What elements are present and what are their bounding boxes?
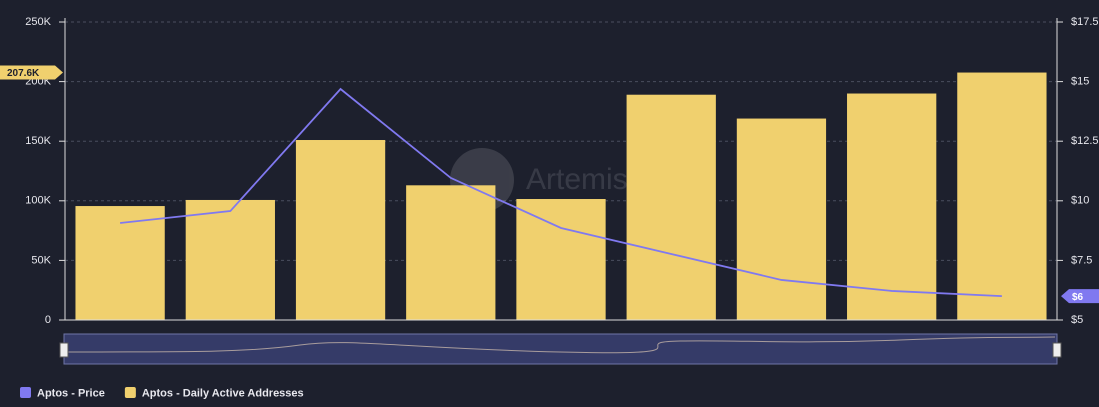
y2-tick-label: $10	[1071, 195, 1089, 207]
y2-tick-label: $15	[1071, 76, 1089, 88]
bar	[75, 206, 165, 320]
price-line	[120, 87, 1002, 298]
navigator-handle[interactable]	[59, 342, 69, 358]
range-navigator[interactable]	[63, 333, 1058, 365]
watermark: Artemis	[526, 163, 628, 196]
y-tick-label: 150K	[25, 135, 51, 147]
y-tick-label: 100K	[25, 195, 51, 207]
bar	[295, 140, 386, 320]
bar	[736, 118, 827, 320]
legend-label: Aptos - Daily Active Addresses	[142, 387, 304, 399]
y-tick-label: 0	[45, 314, 51, 326]
y2-tick-label: $5	[1071, 314, 1083, 326]
y2-tick-label: $17.5	[1071, 16, 1099, 28]
bar	[516, 199, 606, 320]
y2-tick-label: $7.5	[1071, 254, 1092, 266]
y2-tick-label: $12.5	[1071, 135, 1099, 147]
y-tick-label: 50K	[31, 254, 51, 266]
navigator-handle[interactable]	[1052, 342, 1062, 358]
navigator-line	[65, 336, 1056, 354]
legend-label: Aptos - Price	[37, 387, 105, 399]
y-tick-label: 250K	[25, 16, 51, 28]
value-tag	[0, 65, 63, 80]
value-label: $6	[1072, 292, 1084, 303]
watermark-group: Artemis	[450, 148, 628, 212]
bar	[185, 199, 275, 320]
bar	[626, 94, 716, 320]
legend-swatch	[124, 387, 136, 398]
bar	[847, 93, 937, 321]
legend-swatch	[20, 387, 31, 398]
value-tag	[1061, 289, 1099, 304]
value-label: 207.6K	[7, 68, 40, 79]
bar	[406, 185, 496, 320]
bar	[957, 72, 1047, 320]
